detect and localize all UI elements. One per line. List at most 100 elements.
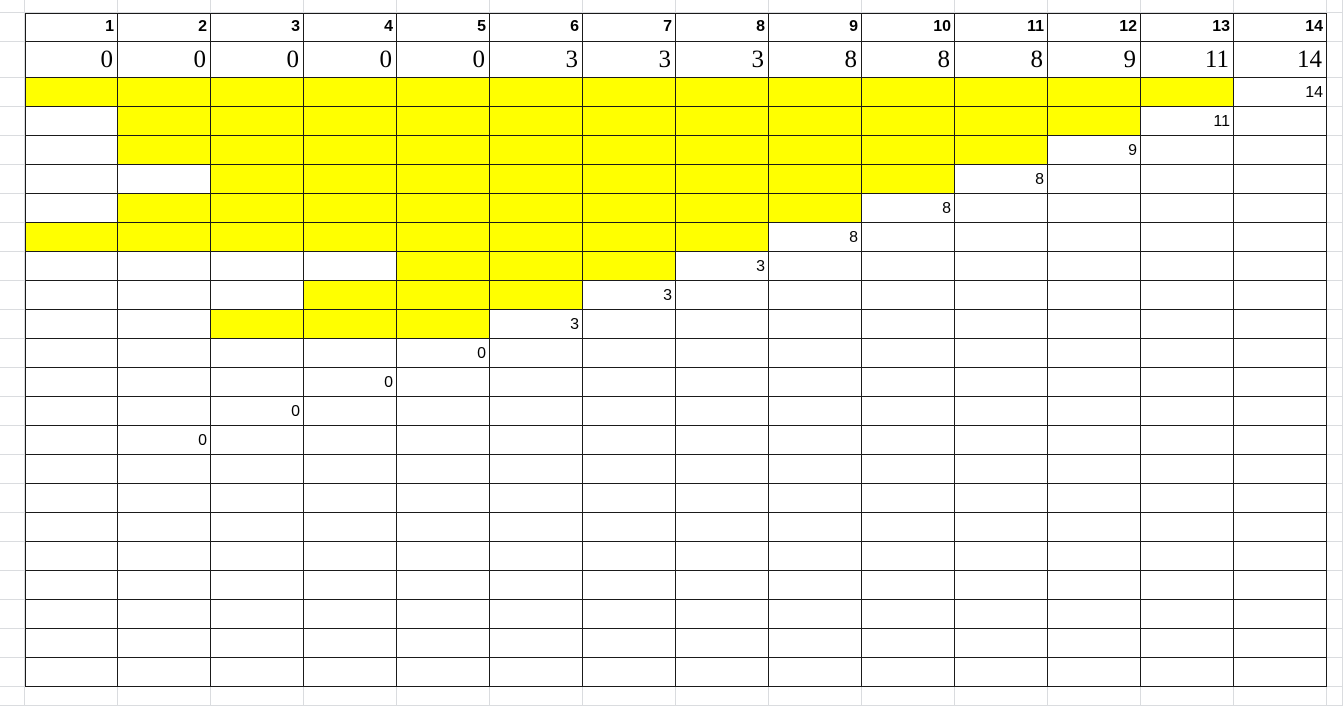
table-cell[interactable] (118, 252, 211, 281)
table-cell[interactable] (769, 600, 862, 629)
table-cell[interactable] (955, 426, 1048, 455)
header-number-cell[interactable]: 4 (304, 13, 397, 42)
grid-cell[interactable] (0, 13, 25, 42)
table-cell[interactable] (1234, 223, 1327, 252)
highlighted-cell[interactable] (769, 107, 862, 136)
highlighted-cell[interactable] (211, 194, 304, 223)
highlighted-cell[interactable] (583, 78, 676, 107)
table-cell[interactable] (676, 397, 769, 426)
table-cell[interactable] (1234, 426, 1327, 455)
table-cell[interactable] (1141, 513, 1234, 542)
grid-cell[interactable] (0, 78, 25, 107)
diagonal-value-cell[interactable]: 3 (583, 281, 676, 310)
table-cell[interactable] (25, 658, 118, 687)
grid-cell[interactable] (676, 687, 769, 706)
table-cell[interactable] (118, 658, 211, 687)
table-cell[interactable] (1234, 310, 1327, 339)
grid-cell[interactable] (583, 687, 676, 706)
grid-cell[interactable] (1327, 571, 1343, 600)
diagonal-value-cell[interactable]: 8 (862, 194, 955, 223)
table-cell[interactable] (490, 484, 583, 513)
table-cell[interactable] (583, 339, 676, 368)
table-cell[interactable] (1141, 223, 1234, 252)
table-cell[interactable] (1048, 426, 1141, 455)
diagonal-value-cell[interactable]: 0 (397, 339, 490, 368)
highlighted-cell[interactable] (304, 136, 397, 165)
top-value-cell[interactable]: 9 (1048, 42, 1141, 78)
grid-cell[interactable] (0, 368, 25, 397)
grid-cell[interactable] (25, 0, 118, 13)
table-cell[interactable] (583, 658, 676, 687)
table-cell[interactable] (397, 455, 490, 484)
table-cell[interactable] (211, 629, 304, 658)
highlighted-cell[interactable] (862, 165, 955, 194)
grid-cell[interactable] (955, 0, 1048, 13)
table-cell[interactable] (1234, 658, 1327, 687)
table-cell[interactable] (118, 397, 211, 426)
highlighted-cell[interactable] (490, 252, 583, 281)
table-cell[interactable] (1141, 136, 1234, 165)
table-cell[interactable] (583, 397, 676, 426)
table-cell[interactable] (769, 658, 862, 687)
grid-cell[interactable] (0, 223, 25, 252)
grid-cell[interactable] (304, 0, 397, 13)
grid-cell[interactable] (955, 687, 1048, 706)
table-cell[interactable] (955, 484, 1048, 513)
highlighted-cell[interactable] (304, 281, 397, 310)
table-cell[interactable] (676, 629, 769, 658)
grid-cell[interactable] (1327, 78, 1343, 107)
highlighted-cell[interactable] (583, 194, 676, 223)
grid-cell[interactable] (118, 0, 211, 13)
table-cell[interactable] (1048, 571, 1141, 600)
table-cell[interactable] (1048, 165, 1141, 194)
table-cell[interactable] (211, 542, 304, 571)
grid-cell[interactable] (304, 687, 397, 706)
table-cell[interactable] (862, 571, 955, 600)
table-cell[interactable] (490, 368, 583, 397)
header-number-cell[interactable]: 11 (955, 13, 1048, 42)
table-cell[interactable] (1234, 397, 1327, 426)
highlighted-cell[interactable] (397, 165, 490, 194)
table-cell[interactable] (1141, 658, 1234, 687)
grid-cell[interactable] (1234, 0, 1327, 13)
table-cell[interactable] (211, 571, 304, 600)
header-number-cell[interactable]: 7 (583, 13, 676, 42)
header-number-cell[interactable]: 10 (862, 13, 955, 42)
table-cell[interactable] (1234, 339, 1327, 368)
grid-cell[interactable] (0, 629, 25, 658)
table-cell[interactable] (1234, 629, 1327, 658)
table-cell[interactable] (955, 339, 1048, 368)
table-cell[interactable] (1141, 542, 1234, 571)
table-cell[interactable] (1048, 629, 1141, 658)
table-cell[interactable] (862, 542, 955, 571)
table-cell[interactable] (490, 426, 583, 455)
grid-cell[interactable] (1048, 687, 1141, 706)
highlighted-cell[interactable] (211, 223, 304, 252)
table-cell[interactable] (1048, 513, 1141, 542)
table-cell[interactable] (304, 513, 397, 542)
table-cell[interactable] (211, 281, 304, 310)
highlighted-cell[interactable] (490, 165, 583, 194)
highlighted-cell[interactable] (211, 136, 304, 165)
highlighted-cell[interactable] (397, 252, 490, 281)
table-cell[interactable] (862, 223, 955, 252)
highlighted-cell[interactable] (304, 194, 397, 223)
grid-cell[interactable] (1327, 513, 1343, 542)
table-cell[interactable] (862, 513, 955, 542)
top-value-cell[interactable]: 8 (769, 42, 862, 78)
table-cell[interactable] (118, 339, 211, 368)
highlighted-cell[interactable] (955, 136, 1048, 165)
grid-cell[interactable] (1327, 368, 1343, 397)
table-cell[interactable] (955, 252, 1048, 281)
grid-cell[interactable] (25, 687, 118, 706)
table-cell[interactable] (1234, 107, 1327, 136)
highlighted-cell[interactable] (769, 194, 862, 223)
grid-cell[interactable] (490, 687, 583, 706)
table-cell[interactable] (676, 513, 769, 542)
table-cell[interactable] (1141, 194, 1234, 223)
table-cell[interactable] (769, 513, 862, 542)
header-number-cell[interactable]: 2 (118, 13, 211, 42)
table-cell[interactable] (1234, 136, 1327, 165)
table-cell[interactable] (862, 397, 955, 426)
table-cell[interactable] (25, 629, 118, 658)
